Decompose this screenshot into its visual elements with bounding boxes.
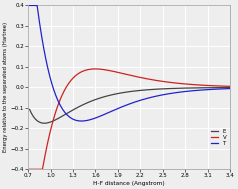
Legend: E, V, T: E, V, T (210, 127, 227, 147)
X-axis label: H-F distance (Angstrom): H-F distance (Angstrom) (93, 180, 165, 186)
Y-axis label: Energy relative to the separated atoms (Hartree): Energy relative to the separated atoms (… (4, 22, 9, 153)
